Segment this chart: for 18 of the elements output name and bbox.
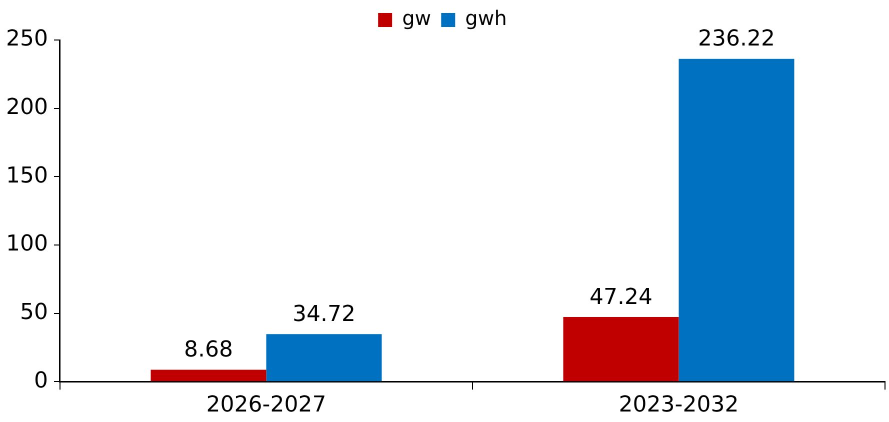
data-label: 8.68 — [184, 337, 233, 362]
data-label: 236.22 — [698, 26, 775, 52]
bar — [678, 58, 794, 382]
bar — [150, 370, 266, 382]
y-tick-label: 250 — [6, 26, 48, 52]
x-tick-label: 2026-2027 — [206, 392, 326, 418]
bar — [266, 334, 382, 382]
data-label: 47.24 — [590, 284, 652, 310]
data-label: 34.72 — [292, 302, 356, 327]
bar — [563, 317, 679, 382]
y-tick-label: 50 — [20, 300, 48, 325]
x-tick-label: 2023-2032 — [618, 392, 739, 418]
legend-label: gwh — [465, 6, 507, 30]
y-tick-label: 200 — [6, 95, 48, 120]
y-tick-label: 0 — [34, 368, 48, 394]
y-tick-label: 100 — [6, 232, 48, 257]
y-tick-label: 150 — [6, 163, 48, 188]
legend-label: gw — [402, 6, 432, 30]
